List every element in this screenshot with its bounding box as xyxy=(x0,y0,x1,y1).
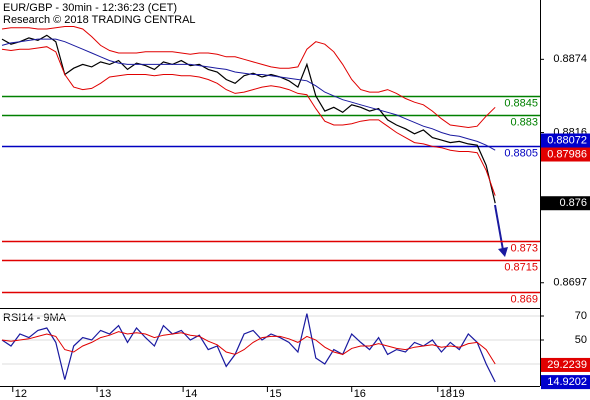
price-marker xyxy=(541,375,590,390)
forecast-arrowhead xyxy=(498,247,508,257)
price-marker xyxy=(541,357,590,372)
price-marker-label: 14.9202 xyxy=(547,376,587,388)
y-tick-label: 50 xyxy=(575,334,587,346)
forecast-arrow xyxy=(494,204,504,251)
chart-title: EUR/GBP - 30min - 12:36:23 (CET) xyxy=(3,2,177,14)
series-line xyxy=(1,34,496,204)
price-marker-label: 0.876 xyxy=(559,197,587,209)
x-tick-label: 12 xyxy=(15,388,27,400)
level-label: 0.8805 xyxy=(504,147,538,159)
price-marker-label: 29.2239 xyxy=(547,359,587,371)
series-line xyxy=(1,313,496,383)
price-marker xyxy=(541,133,590,148)
chart-subtitle: Research © 2018 TRADING CENTRAL xyxy=(3,14,196,26)
level-label: 0.869 xyxy=(510,293,538,305)
rsi-title: RSI14 - 9MA xyxy=(3,312,67,324)
price-marker xyxy=(541,196,590,211)
y-tick-label: 0.8874 xyxy=(553,53,587,65)
x-tick-label: 13 xyxy=(99,388,111,400)
y-tick-label: 0.8697 xyxy=(553,277,587,289)
series-line xyxy=(1,331,496,365)
price-marker-label: 0.88072 xyxy=(547,134,587,146)
x-tick-label: 16 xyxy=(354,388,366,400)
series-line xyxy=(1,46,496,196)
x-tick-label: 18 xyxy=(440,388,452,400)
level-label: 0.873 xyxy=(510,242,538,254)
x-tick-label: 15 xyxy=(269,388,281,400)
y-tick-label: 70 xyxy=(575,310,587,322)
level-label: 0.8715 xyxy=(504,261,538,273)
x-tick-label: 19 xyxy=(452,388,464,400)
series-line xyxy=(1,38,496,151)
level-label: 0.8845 xyxy=(504,97,538,109)
series-line xyxy=(1,26,496,129)
x-tick-label: 14 xyxy=(185,388,197,400)
price-marker xyxy=(541,147,590,162)
price-marker-label: 0.87986 xyxy=(547,148,587,160)
level-label: 0.883 xyxy=(510,116,538,128)
